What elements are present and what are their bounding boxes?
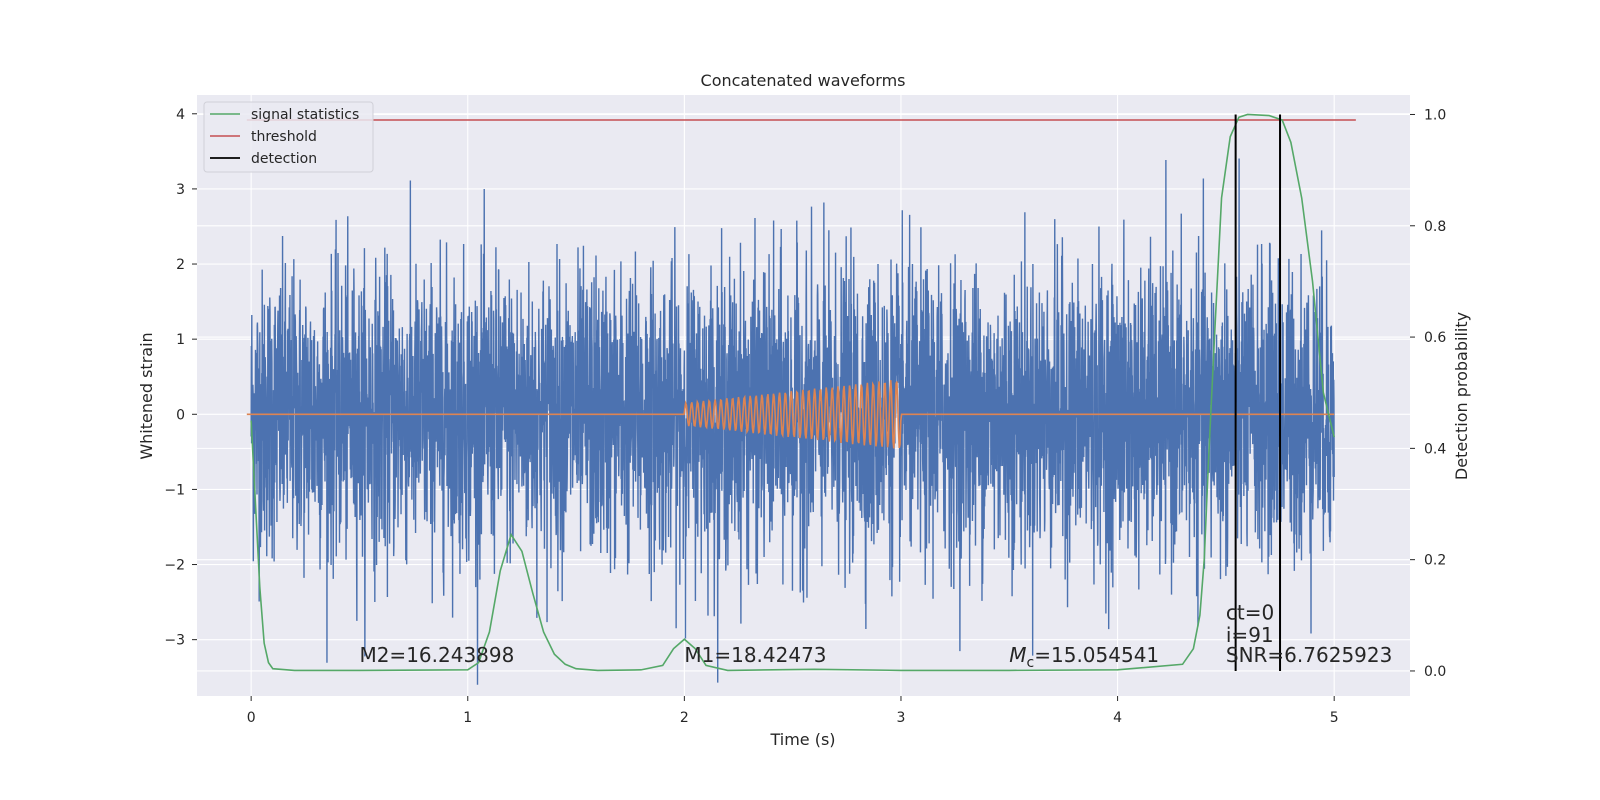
x-tick-label: 1 [463,710,472,726]
legend-label-threshold: threshold [251,129,317,145]
y-left-tick-label: 1 [176,332,185,348]
y-left-tick-label: 2 [176,257,185,273]
annotation-m1: M1=18.42473 [684,643,826,667]
annotation-mc-symbol: M [1009,643,1026,667]
legend-label-signal-statistics: signal statistics [251,107,359,123]
y-left-tick-label: −1 [164,482,185,498]
y-right-axis-label: Detection probability [1452,312,1471,480]
annotation-m2: M2=16.243898 [359,643,514,667]
x-tick-label: 2 [680,710,689,726]
y-right-tick-label: 0.8 [1424,219,1446,235]
series-injected-line [246,380,1335,449]
y-left-tick-label: −3 [164,633,185,649]
x-axis-label: Time (s) [769,730,835,749]
annotation-mc-subscript: c [1027,655,1035,671]
annotation-i: i=91 [1226,623,1274,647]
legend-label-detection: detection [251,151,317,167]
y-right-tick-label: 0.0 [1424,664,1446,680]
y-left-axis-label: Whitened strain [137,332,156,459]
legend: signal statistics threshold detection [203,101,374,173]
x-tick-label: 4 [1113,710,1122,726]
x-axis-ticks: 0 1 2 3 4 5 [247,696,1339,726]
annotations: M2=16.243898 M1=18.42473 Mc=15.054541 ct… [359,600,1392,671]
legend-box [203,101,374,173]
plot-content [246,113,1356,685]
chart-title: Concatenated waveforms [701,71,906,90]
y-right-tick-label: 0.4 [1424,441,1446,457]
x-tick-label: 5 [1330,710,1339,726]
x-tick-label: 3 [897,710,906,726]
y-right-tick-label: 0.6 [1424,330,1446,346]
annotation-snr: SNR=6.7625923 [1226,643,1392,667]
y-left-tick-label: 3 [176,182,185,198]
y-left-tick-label: −2 [164,558,185,574]
annotation-ct: ct=0 [1226,600,1274,624]
annotation-mc-value: =15.054541 [1034,643,1159,667]
y-left-axis-ticks: −3 −2 −1 0 1 2 3 4 [164,107,197,649]
y-right-tick-label: 1.0 [1424,107,1446,123]
y-right-axis-ticks: 0.0 0.2 0.4 0.6 0.8 1.0 [1410,107,1446,680]
y-right-tick-label: 0.2 [1424,553,1446,569]
annotation-mc: Mc=15.054541 [1009,643,1159,671]
y-left-tick-label: 4 [176,107,185,123]
y-left-tick-label: 0 [176,407,185,423]
series-signal-statistics-line [250,113,1335,672]
x-tick-label: 0 [247,710,256,726]
